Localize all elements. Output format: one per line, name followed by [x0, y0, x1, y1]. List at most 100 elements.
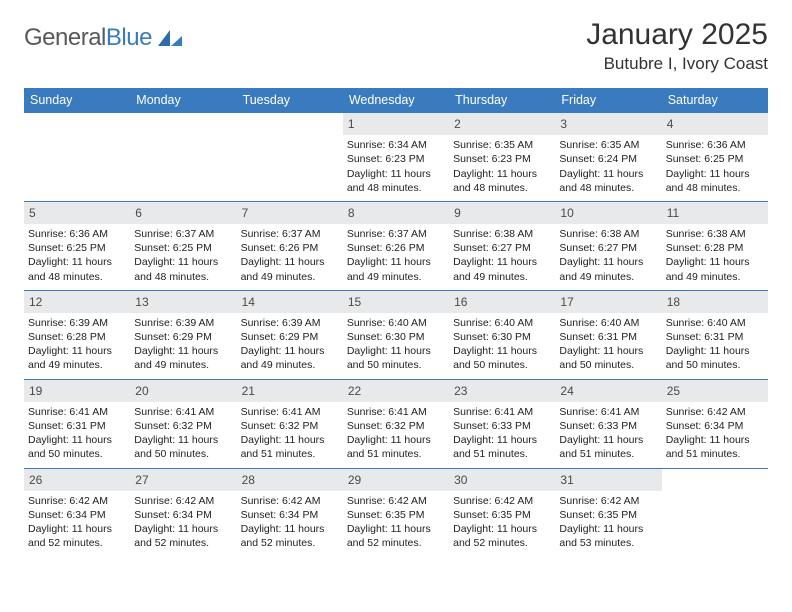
day-sunrise: Sunrise: 6:42 AM	[134, 494, 232, 508]
day-daylight1: Daylight: 11 hours	[453, 344, 551, 358]
day-cell: 29Sunrise: 6:42 AMSunset: 6:35 PMDayligh…	[343, 468, 449, 556]
day-sunrise: Sunrise: 6:42 AM	[347, 494, 445, 508]
day-sunset: Sunset: 6:25 PM	[134, 241, 232, 255]
location: Butubre I, Ivory Coast	[586, 54, 768, 74]
day-daylight1: Daylight: 11 hours	[666, 433, 764, 447]
day-sunrise: Sunrise: 6:38 AM	[453, 227, 551, 241]
day-daylight2: and 49 minutes.	[28, 358, 126, 372]
day-daylight2: and 50 minutes.	[134, 447, 232, 461]
day-sunrise: Sunrise: 6:41 AM	[28, 405, 126, 419]
day-cell: 16 Sunrise: 6:40 AMSunset: 6:30 PMDayligh…	[449, 290, 555, 379]
day-sunrise: Sunrise: 6:41 AM	[347, 405, 445, 419]
day-daylight1: Daylight: 11 hours	[559, 344, 657, 358]
calendar-table: Sunday Monday Tuesday Wednesday Thursday…	[24, 88, 768, 556]
day-sunrise: Sunrise: 6:42 AM	[241, 494, 339, 508]
day-sunrise: Sunrise: 6:34 AM	[347, 138, 445, 152]
day-daylight2: and 51 minutes.	[453, 447, 551, 461]
day-sunrise: Sunrise: 6:37 AM	[134, 227, 232, 241]
day-sunset: Sunset: 6:33 PM	[453, 419, 551, 433]
day-sunset: Sunset: 6:32 PM	[347, 419, 445, 433]
day-cell: 21Sunrise: 6:41 AMSunset: 6:32 PMDayligh…	[237, 379, 343, 468]
day-daylight1: Daylight: 11 hours	[28, 433, 126, 447]
day-sunset: Sunset: 6:34 PM	[28, 508, 126, 522]
day-sunset: Sunset: 6:25 PM	[666, 152, 764, 166]
day-sunset: Sunset: 6:28 PM	[666, 241, 764, 255]
day-cell: 23Sunrise: 6:41 AMSunset: 6:33 PMDayligh…	[449, 379, 555, 468]
day-cell: 6 Sunrise: 6:37 AMSunset: 6:25 PMDaylight…	[130, 201, 236, 290]
day-daylight1: Daylight: 11 hours	[241, 344, 339, 358]
day-sunset: Sunset: 6:24 PM	[559, 152, 657, 166]
day-number: 9	[449, 202, 555, 224]
day-number: 11	[662, 202, 768, 224]
day-cell: 4Sunrise: 6:36 AMSunset: 6:25 PMDaylight…	[662, 113, 768, 202]
day-daylight1: Daylight: 11 hours	[347, 433, 445, 447]
day-header: Saturday	[662, 88, 768, 113]
logo-text-general: General	[24, 24, 106, 52]
day-number: 16	[449, 291, 555, 313]
day-cell: 10Sunrise: 6:38 AMSunset: 6:27 PMDayligh…	[555, 201, 661, 290]
day-sunrise: Sunrise: 6:40 AM	[453, 316, 551, 330]
day-cell: 19Sunrise: 6:41 AMSunset: 6:31 PMDayligh…	[24, 379, 130, 468]
week-row: ......1Sunrise: 6:34 AMSunset: 6:23 PMDa…	[24, 113, 768, 202]
day-daylight1: Daylight: 11 hours	[559, 433, 657, 447]
day-number: 10	[555, 202, 661, 224]
day-daylight2: and 50 minutes.	[28, 447, 126, 461]
day-daylight2: and 52 minutes.	[347, 536, 445, 550]
title-block: January 2025 Butubre I, Ivory Coast	[586, 18, 768, 74]
day-cell: ..	[24, 113, 130, 202]
day-sunrise: Sunrise: 6:38 AM	[666, 227, 764, 241]
day-number: 3	[555, 113, 661, 135]
day-number: 4	[662, 113, 768, 135]
day-number: 28	[237, 469, 343, 491]
day-number: 22	[343, 380, 449, 402]
day-cell: 17Sunrise: 6:40 AMSunset: 6:31 PMDayligh…	[555, 290, 661, 379]
day-daylight2: and 52 minutes.	[241, 536, 339, 550]
day-daylight2: and 52 minutes.	[28, 536, 126, 550]
day-cell: 30Sunrise: 6:42 AMSunset: 6:35 PMDayligh…	[449, 468, 555, 556]
day-sunrise: Sunrise: 6:41 AM	[559, 405, 657, 419]
day-header: Thursday	[449, 88, 555, 113]
day-sunrise: Sunrise: 6:42 AM	[453, 494, 551, 508]
day-cell: 11 Sunrise: 6:38 AMSunset: 6:28 PMDayligh…	[662, 201, 768, 290]
day-sunrise: Sunrise: 6:42 AM	[28, 494, 126, 508]
day-daylight2: and 49 minutes.	[559, 270, 657, 284]
logo-text-blue: Blue	[106, 24, 152, 52]
day-sunset: Sunset: 6:26 PM	[241, 241, 339, 255]
day-daylight2: and 50 minutes.	[559, 358, 657, 372]
day-cell: 7Sunrise: 6:37 AMSunset: 6:26 PMDaylight…	[237, 201, 343, 290]
day-daylight2: and 48 minutes.	[134, 270, 232, 284]
calendar-body: ......1Sunrise: 6:34 AMSunset: 6:23 PMDa…	[24, 113, 768, 557]
page: GeneralBlue January 2025 Butubre I, Ivor…	[0, 0, 792, 580]
day-daylight1: Daylight: 11 hours	[666, 255, 764, 269]
day-sunrise: Sunrise: 6:35 AM	[453, 138, 551, 152]
day-daylight2: and 48 minutes.	[559, 181, 657, 195]
day-number: 6	[130, 202, 236, 224]
day-daylight1: Daylight: 11 hours	[241, 255, 339, 269]
day-daylight1: Daylight: 11 hours	[559, 522, 657, 536]
day-daylight2: and 49 minutes.	[241, 358, 339, 372]
day-sunrise: Sunrise: 6:40 AM	[347, 316, 445, 330]
day-sunset: Sunset: 6:30 PM	[453, 330, 551, 344]
day-daylight1: Daylight: 11 hours	[666, 167, 764, 181]
week-row: 26Sunrise: 6:42 AMSunset: 6:34 PMDayligh…	[24, 468, 768, 556]
day-header: Monday	[130, 88, 236, 113]
day-cell: ..	[662, 468, 768, 556]
day-daylight1: Daylight: 11 hours	[134, 255, 232, 269]
day-sunrise: Sunrise: 6:41 AM	[241, 405, 339, 419]
day-number: 20	[130, 380, 236, 402]
month-title: January 2025	[586, 18, 768, 52]
day-cell: 14Sunrise: 6:39 AMSunset: 6:29 PMDayligh…	[237, 290, 343, 379]
day-sunset: Sunset: 6:34 PM	[134, 508, 232, 522]
day-cell: 13Sunrise: 6:39 AMSunset: 6:29 PMDayligh…	[130, 290, 236, 379]
day-cell: ..	[237, 113, 343, 202]
day-sunrise: Sunrise: 6:38 AM	[559, 227, 657, 241]
day-cell: 28Sunrise: 6:42 AMSunset: 6:34 PMDayligh…	[237, 468, 343, 556]
day-daylight2: and 48 minutes.	[347, 181, 445, 195]
day-daylight2: and 49 minutes.	[666, 270, 764, 284]
day-number: 27	[130, 469, 236, 491]
day-daylight1: Daylight: 11 hours	[347, 255, 445, 269]
day-cell: 25Sunrise: 6:42 AMSunset: 6:34 PMDayligh…	[662, 379, 768, 468]
day-cell: 1Sunrise: 6:34 AMSunset: 6:23 PMDaylight…	[343, 113, 449, 202]
day-sunset: Sunset: 6:23 PM	[453, 152, 551, 166]
day-daylight1: Daylight: 11 hours	[453, 255, 551, 269]
